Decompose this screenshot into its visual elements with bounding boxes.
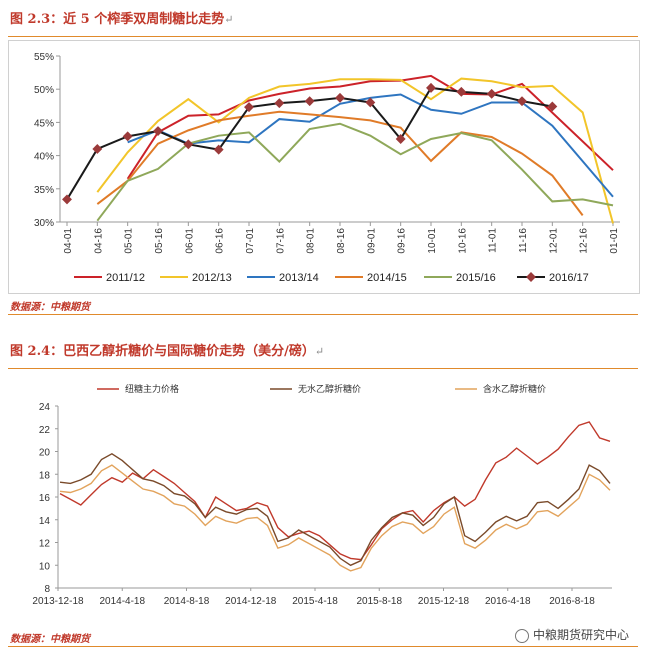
figure2-rule [8,368,638,369]
wechat-icon [514,628,529,643]
y-tick-label-2: 14 [39,516,51,527]
figure1-title: 图 2.3：近 5 个榨季双周制糖比走势↵ [10,8,233,27]
figure2-source-rule [8,646,638,647]
legend2-label: 纽糖主力价格 [125,383,179,395]
return-mark-icon: ↵ [224,13,234,26]
x-tick-label-2: 2015-4-18 [292,596,338,607]
x-tick-label-2: 2014-4-18 [99,596,145,607]
legend2-label: 含水乙醇折糖价 [483,383,546,395]
x-tick-label-2: 2016-4-18 [485,596,531,607]
figure1-source: 数据源：中粮期货 [10,302,90,313]
y-tick-label-2: 10 [39,561,51,572]
figure2-title: 图 2.4：巴西乙醇折糖价与国际糖价走势（美分/磅）↵ [10,340,324,359]
y-tick-label-2: 8 [44,584,50,595]
figure1-source-rule [8,314,638,315]
figure1-title-text: 图 2.3：近 5 个榨季双周制糖比走势 [10,12,225,27]
series2-line-纽糖主力价格 [59,421,611,561]
y-tick-label-2: 12 [39,539,51,550]
y-tick-label-2: 16 [39,493,51,504]
watermark-text: 中粮期货研究中心 [532,628,629,642]
figure2-source: 数据源：中粮期货 [10,634,90,645]
series2-line-无水乙醇折糖价 [59,452,611,567]
y-tick-label-2: 20 [39,448,51,459]
x-tick-label-2: 2014-12-18 [225,596,277,607]
y-tick-label-2: 24 [39,402,51,413]
return-mark-icon: ↵ [314,345,325,358]
x-tick-label-2: 2015-12-18 [418,596,470,607]
chart1-frame [8,40,640,294]
figure2-title-text: 图 2.4：巴西乙醇折糖价与国际糖价走势（美分/磅） [10,344,315,359]
x-tick-label-2: 2016-8-18 [549,596,595,607]
y-tick-label-2: 22 [39,425,51,436]
legend2-label: 无水乙醇折糖价 [298,383,361,395]
watermark: 中粮期货研究中心 [514,626,629,643]
x-tick-label-2: 2014-8-18 [164,596,210,607]
x-tick-label-2: 2015-8-18 [356,596,402,607]
series2-line-含水乙醇折糖价 [59,464,611,572]
y-tick-label-2: 18 [39,470,51,481]
x-tick-label-2: 2013-12-18 [32,596,84,607]
figure1-rule [8,36,638,37]
